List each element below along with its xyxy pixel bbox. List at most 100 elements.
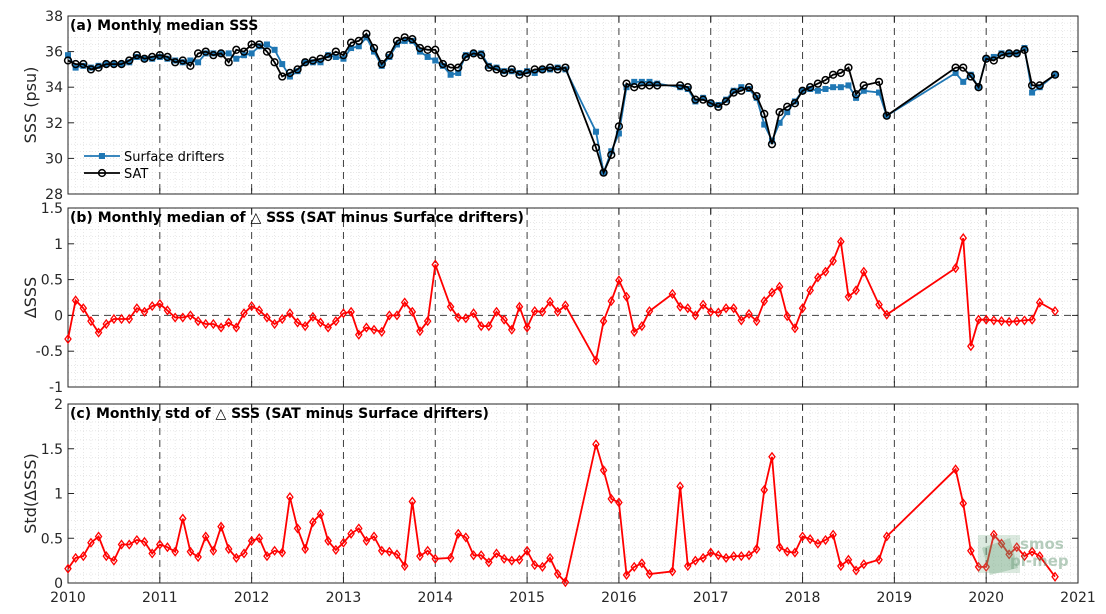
- data-point: [370, 324, 378, 335]
- data-point: [828, 70, 838, 79]
- data-point: [775, 281, 784, 292]
- data-point: [148, 548, 157, 559]
- data-point: [286, 491, 294, 503]
- data-point: [263, 551, 271, 562]
- data-point: [493, 64, 500, 71]
- data-point: [416, 326, 424, 337]
- logo-shape: [978, 535, 1020, 573]
- data-point: [140, 306, 149, 317]
- data-point: [791, 547, 799, 558]
- data-point: [974, 561, 983, 572]
- data-point: [431, 45, 440, 54]
- data-point: [424, 53, 431, 60]
- data-point: [132, 51, 142, 60]
- data-point: [247, 535, 256, 547]
- data-point: [354, 36, 363, 46]
- y-tick-label: 0: [54, 308, 63, 324]
- x-tick-label: 2013: [326, 590, 362, 606]
- x-tick-label: 2016: [601, 590, 637, 606]
- data-point: [201, 47, 210, 56]
- data-point: [339, 51, 348, 60]
- data-point: [339, 537, 348, 548]
- data-point: [722, 303, 730, 314]
- data-point: [79, 303, 88, 314]
- data-point: [653, 81, 662, 90]
- data-point: [133, 303, 141, 314]
- data-point: [752, 543, 761, 555]
- data-point: [607, 493, 616, 504]
- data-point: [676, 301, 684, 312]
- data-point: [125, 313, 134, 325]
- data-point: [622, 291, 631, 302]
- data-point: [1035, 551, 1044, 562]
- data-point: [1005, 316, 1013, 327]
- data-point: [193, 49, 203, 58]
- data-point: [117, 59, 126, 69]
- data-point: [806, 534, 814, 545]
- data-point: [614, 122, 624, 131]
- data-point: [332, 316, 340, 327]
- data-point: [347, 306, 355, 317]
- data-point: [1020, 45, 1029, 54]
- data-point: [332, 53, 339, 60]
- data-point: [484, 321, 493, 332]
- data-point: [126, 59, 133, 66]
- data-point: [776, 119, 783, 126]
- data-point: [677, 84, 684, 91]
- data-point: [507, 65, 516, 74]
- data-point: [102, 318, 111, 330]
- data-point: [469, 550, 478, 561]
- data-point: [469, 308, 478, 319]
- data-point: [851, 90, 861, 99]
- data-point: [492, 306, 501, 317]
- data-point: [462, 52, 469, 59]
- data-point: [814, 272, 822, 283]
- data-point: [1020, 551, 1029, 562]
- data-point: [186, 310, 195, 321]
- data-point: [194, 316, 202, 327]
- data-point: [997, 316, 1006, 327]
- data-point: [270, 318, 279, 330]
- data-point: [355, 43, 362, 50]
- data-point: [1050, 70, 1060, 79]
- data-point: [447, 71, 454, 78]
- data-point: [133, 53, 140, 60]
- data-point: [554, 64, 561, 71]
- data-point: [553, 568, 562, 580]
- data-point: [186, 546, 195, 557]
- x-tick-label: 2010: [50, 590, 86, 606]
- data-point: [706, 306, 715, 317]
- data-point: [982, 561, 990, 572]
- data-point: [301, 321, 309, 332]
- data-point: [691, 95, 700, 104]
- data-point: [278, 547, 287, 558]
- data-point: [654, 80, 661, 87]
- data-point: [102, 59, 111, 69]
- y-tick-label: 28: [45, 187, 63, 203]
- panel-c: 0 0.5 1 1.5 2 2010 2011 2012 2013 2014 2015 2016 201…: [21, 397, 1096, 606]
- data-point: [989, 56, 998, 65]
- data-point: [393, 549, 401, 560]
- data-point: [500, 553, 508, 564]
- data-point: [561, 300, 570, 311]
- data-point: [1012, 49, 1021, 58]
- data-point: [416, 551, 424, 562]
- data-point: [508, 68, 515, 75]
- data-point: [477, 550, 485, 561]
- data-point: [499, 68, 509, 78]
- y-tick-label: 1.5: [41, 201, 63, 217]
- data-point: [86, 65, 96, 74]
- data-point: [760, 484, 769, 496]
- data-point: [798, 303, 807, 314]
- data-point: [446, 552, 455, 564]
- data-point: [478, 50, 485, 57]
- data-point: [209, 318, 218, 330]
- data-point: [974, 314, 983, 325]
- axes-frame: [67, 207, 1079, 388]
- y-tick-label: 0: [54, 576, 63, 592]
- y-tick-label: 0.5: [41, 273, 63, 289]
- y-tick-label: 2: [54, 397, 63, 413]
- data-point: [592, 439, 600, 450]
- data-point: [729, 88, 738, 97]
- data-point: [462, 313, 470, 324]
